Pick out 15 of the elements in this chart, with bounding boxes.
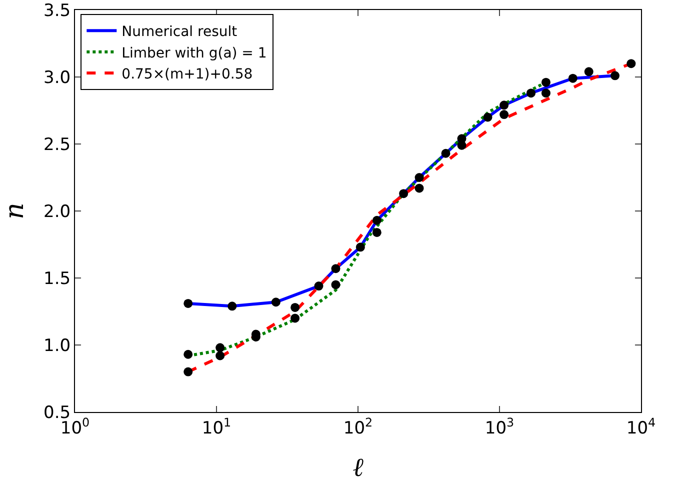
x-tick-label: 10$^{4}$ [626, 415, 656, 438]
y-tick-label: 3.5 [44, 0, 71, 21]
x-tick-label: 10$^{1}$ [202, 415, 232, 438]
y-axis-title: n [0, 202, 30, 220]
y-tick-label: 2.0 [44, 202, 71, 222]
legend-label: 0.75×(m+1)+0.58 [122, 66, 253, 82]
y-tick-label: 3.0 [44, 68, 71, 88]
y-tick-label: 1.0 [44, 336, 71, 356]
legend-label: Limber with g(a) = 1 [122, 45, 267, 62]
x-tick-label: 10$^{2}$ [343, 415, 373, 438]
legend-label: Numerical result [122, 24, 238, 40]
y-tick-label: 2.5 [44, 134, 71, 155]
x-axis-title: ℓ [352, 453, 364, 483]
y-tick-label: 1.5 [44, 268, 71, 289]
x-tick-label: 10$^{3}$ [484, 415, 514, 438]
